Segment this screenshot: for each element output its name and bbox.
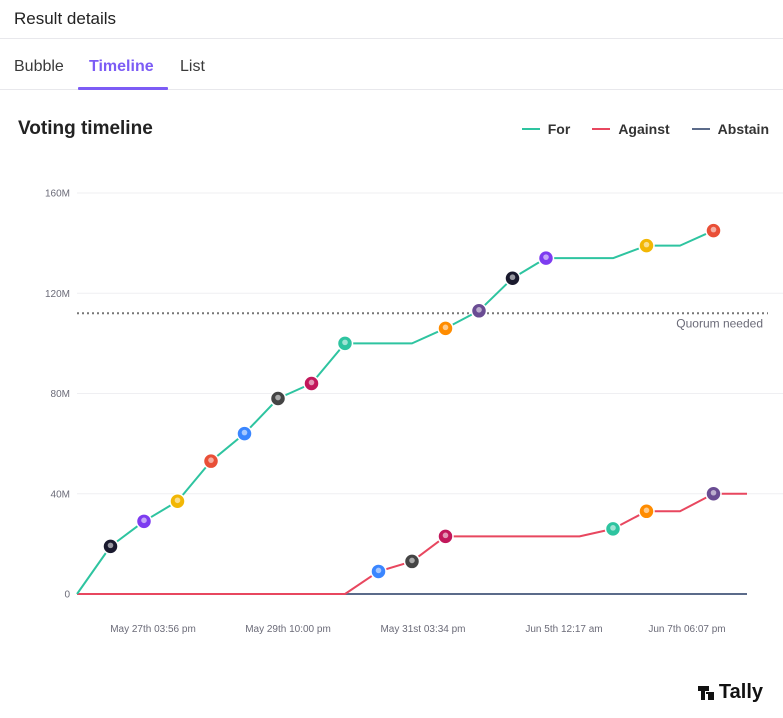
tally-logo: Tally bbox=[697, 681, 763, 704]
tab-bar: Bubble Timeline List bbox=[0, 39, 783, 90]
voter-avatar-highlight bbox=[275, 394, 281, 401]
voter-avatar-highlight bbox=[643, 241, 650, 248]
chart-legend: For Against Abstain bbox=[521, 121, 769, 137]
legend-item-for[interactable]: For bbox=[521, 121, 571, 137]
x-tick-label: Jun 7th 06:07 pm bbox=[648, 624, 725, 635]
x-tick-label: Jun 5th 12:17 am bbox=[525, 624, 602, 635]
legend-item-abstain[interactable]: Abstain bbox=[691, 121, 769, 137]
voter-avatar-highlight bbox=[442, 532, 449, 539]
voter-avatar-highlight bbox=[710, 489, 717, 496]
voter-avatar-highlight bbox=[710, 226, 717, 233]
quorum-label: Quorum needed bbox=[676, 316, 763, 330]
tab-timeline[interactable]: Timeline bbox=[89, 58, 154, 75]
legend-item-against[interactable]: Against bbox=[592, 121, 670, 137]
voter-avatar-highlight bbox=[107, 542, 114, 549]
voter-avatar-highlight bbox=[208, 457, 214, 463]
voter-avatar-highlight bbox=[476, 306, 482, 313]
y-tick-label: 160M bbox=[45, 189, 70, 200]
legend-label-against: Against bbox=[618, 121, 670, 137]
voter-avatar-highlight bbox=[308, 379, 315, 386]
voter-avatar-highlight bbox=[643, 507, 650, 514]
voter-avatar-highlight bbox=[543, 254, 549, 260]
voter-avatar-highlight bbox=[342, 339, 348, 346]
x-tick-label: May 27th 03:56 pm bbox=[110, 624, 196, 635]
voter-avatar-highlight bbox=[141, 517, 147, 524]
legend-swatch-abstain bbox=[691, 128, 710, 130]
voter-avatar-highlight bbox=[409, 557, 415, 564]
legend-label-abstain: Abstain bbox=[717, 121, 769, 137]
voter-avatar-highlight bbox=[174, 497, 181, 504]
legend-swatch-for bbox=[521, 128, 540, 130]
tab-list[interactable]: List bbox=[180, 58, 205, 75]
x-tick-label: May 29th 10:00 pm bbox=[245, 624, 331, 635]
y-tick-label: 0 bbox=[64, 590, 70, 601]
legend-swatch-against bbox=[592, 128, 611, 130]
result-details-header: Result details bbox=[0, 0, 783, 39]
tab-bubble[interactable]: Bubble bbox=[14, 58, 64, 75]
voter-avatar-highlight bbox=[241, 429, 248, 436]
voter-avatar-highlight bbox=[610, 525, 616, 531]
series-line-for bbox=[76, 229, 714, 595]
tally-logo-icon bbox=[697, 685, 714, 700]
voter-avatar-highlight bbox=[442, 324, 449, 331]
y-tick-label: 120M bbox=[45, 289, 70, 300]
chart-title: Voting timeline bbox=[18, 118, 153, 139]
legend-label-for: For bbox=[547, 121, 571, 137]
active-tab-indicator bbox=[78, 87, 168, 90]
voter-avatar-highlight bbox=[509, 274, 516, 281]
y-tick-label: 80M bbox=[51, 389, 70, 400]
voter-avatar-highlight bbox=[375, 567, 382, 574]
logo-text: Tally bbox=[718, 681, 763, 703]
x-tick-label: May 31st 03:34 pm bbox=[380, 624, 465, 635]
page-title: Result details bbox=[14, 9, 117, 28]
y-tick-label: 40M bbox=[51, 489, 70, 500]
